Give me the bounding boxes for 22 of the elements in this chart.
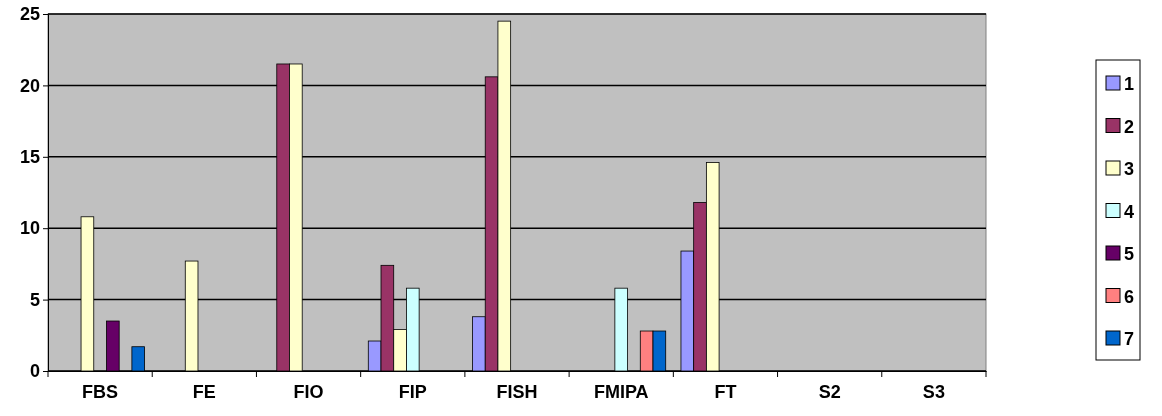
y-tick-label: 15 xyxy=(19,147,40,168)
legend-label: 3 xyxy=(1124,159,1135,179)
x-tick-label: FMIPA xyxy=(593,381,649,402)
x-tick-label: S3 xyxy=(922,381,945,402)
legend-label: 1 xyxy=(1124,74,1135,94)
legend-label: 6 xyxy=(1124,286,1135,307)
x-tick-label: FIP xyxy=(398,381,427,402)
legend-label: 5 xyxy=(1124,244,1135,264)
y-tick-label: 20 xyxy=(19,75,40,96)
y-tick-label: 5 xyxy=(29,289,40,310)
x-tick-label: FIO xyxy=(293,381,324,402)
legend-label: 4 xyxy=(1124,201,1135,222)
x-tick-label: FT xyxy=(714,381,737,402)
y-tick-label: 10 xyxy=(19,218,40,239)
x-tick-label: FISH xyxy=(496,381,538,402)
y-tick-label: 0 xyxy=(29,361,40,382)
x-tick-label: S2 xyxy=(818,381,841,402)
y-tick-label: 25 xyxy=(19,4,40,25)
x-tick-label: FBS xyxy=(82,381,119,402)
legend-label: 7 xyxy=(1124,329,1135,349)
x-tick-label: FE xyxy=(192,381,216,402)
legend-label: 2 xyxy=(1124,116,1135,137)
